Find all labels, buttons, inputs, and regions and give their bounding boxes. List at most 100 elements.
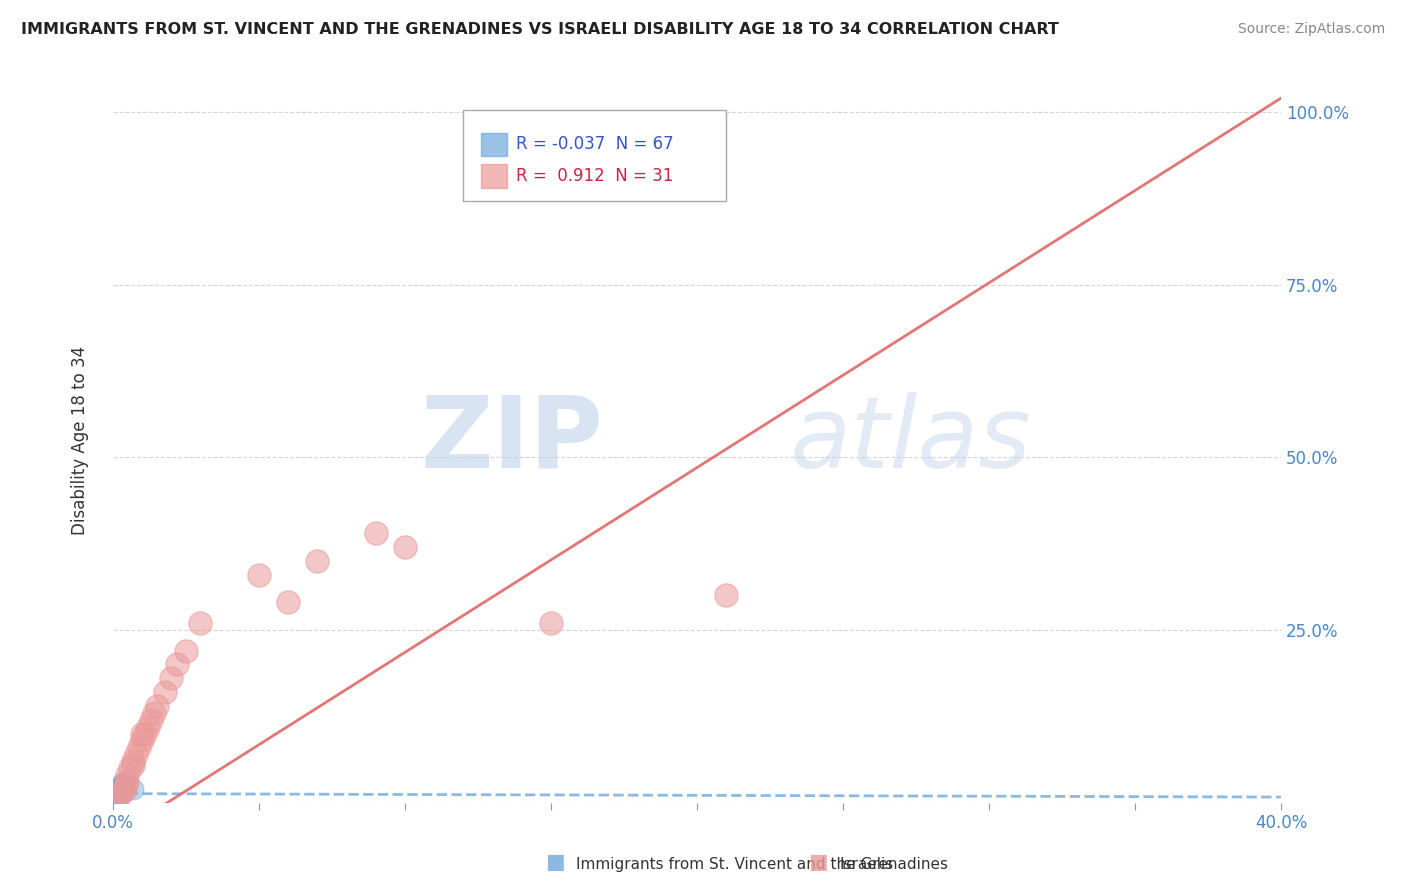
Point bbox=[110, 778, 132, 792]
Point bbox=[540, 615, 562, 630]
Point bbox=[110, 776, 132, 790]
Point bbox=[110, 778, 132, 792]
Point bbox=[107, 786, 129, 800]
Bar bbox=[481, 133, 506, 156]
Point bbox=[117, 775, 139, 789]
Point bbox=[128, 740, 150, 755]
Point bbox=[107, 785, 129, 799]
Text: IMMIGRANTS FROM ST. VINCENT AND THE GRENADINES VS ISRAELI DISABILITY AGE 18 TO 3: IMMIGRANTS FROM ST. VINCENT AND THE GREN… bbox=[21, 22, 1059, 37]
Text: Israelis: Israelis bbox=[839, 857, 894, 872]
Point bbox=[104, 790, 127, 805]
Y-axis label: Disability Age 18 to 34: Disability Age 18 to 34 bbox=[72, 345, 89, 534]
Point bbox=[104, 789, 127, 804]
Point bbox=[122, 754, 145, 768]
Point bbox=[107, 785, 129, 799]
Point bbox=[110, 780, 132, 795]
Point bbox=[107, 782, 129, 797]
Point bbox=[174, 643, 197, 657]
Point bbox=[104, 789, 127, 803]
Point bbox=[107, 787, 129, 801]
Point bbox=[107, 784, 129, 798]
Point bbox=[107, 783, 129, 797]
Point bbox=[104, 787, 127, 801]
Point bbox=[110, 780, 132, 795]
Bar bbox=[481, 164, 506, 187]
Point bbox=[714, 588, 737, 602]
Point bbox=[104, 790, 127, 805]
FancyBboxPatch shape bbox=[464, 110, 725, 201]
Point bbox=[117, 768, 139, 782]
Point bbox=[107, 783, 129, 797]
Point bbox=[104, 788, 127, 802]
Point bbox=[104, 790, 127, 805]
Point bbox=[364, 526, 387, 541]
Point bbox=[107, 782, 129, 797]
Point bbox=[104, 788, 127, 802]
Point bbox=[107, 784, 129, 798]
Point bbox=[104, 789, 127, 803]
Point bbox=[134, 726, 156, 740]
Point bbox=[104, 792, 127, 806]
Text: Source: ZipAtlas.com: Source: ZipAtlas.com bbox=[1237, 22, 1385, 37]
Point bbox=[104, 789, 127, 803]
Point bbox=[122, 781, 145, 796]
Point bbox=[107, 784, 129, 798]
Text: R =  0.912  N = 31: R = 0.912 N = 31 bbox=[516, 167, 673, 185]
Point bbox=[110, 779, 132, 793]
Point bbox=[104, 789, 127, 803]
Text: ■: ■ bbox=[546, 853, 565, 872]
Text: Immigrants from St. Vincent and the Grenadines: Immigrants from St. Vincent and the Gren… bbox=[576, 857, 949, 872]
Point bbox=[277, 595, 299, 609]
Point bbox=[145, 698, 167, 713]
Point bbox=[107, 784, 129, 798]
Point bbox=[110, 781, 132, 796]
Point bbox=[104, 790, 127, 805]
Point bbox=[110, 778, 132, 792]
Point bbox=[104, 789, 127, 804]
Point bbox=[107, 784, 129, 798]
Point bbox=[104, 788, 127, 802]
Point bbox=[107, 787, 129, 801]
Point bbox=[107, 786, 129, 800]
Point bbox=[104, 790, 127, 805]
Point bbox=[160, 671, 183, 685]
Point bbox=[110, 780, 132, 794]
Point bbox=[107, 786, 129, 800]
Point bbox=[107, 784, 129, 798]
Point bbox=[107, 786, 129, 800]
Point bbox=[131, 733, 153, 747]
Point bbox=[104, 790, 127, 805]
Point bbox=[155, 685, 177, 699]
Point bbox=[104, 789, 127, 804]
Point bbox=[131, 726, 153, 740]
Point bbox=[104, 790, 127, 805]
Point bbox=[107, 789, 129, 803]
Point bbox=[247, 567, 270, 582]
Text: ZIP: ZIP bbox=[420, 392, 603, 489]
Point bbox=[110, 781, 132, 796]
Point bbox=[190, 615, 212, 630]
Point bbox=[104, 789, 127, 804]
Point bbox=[114, 778, 136, 792]
Point bbox=[107, 785, 129, 799]
Point bbox=[104, 787, 127, 801]
Point bbox=[104, 788, 127, 802]
Point bbox=[107, 785, 129, 799]
Point bbox=[104, 790, 127, 805]
Point bbox=[104, 787, 127, 801]
Point bbox=[122, 757, 145, 772]
Point bbox=[166, 657, 188, 672]
Point bbox=[104, 789, 127, 804]
Text: ■: ■ bbox=[808, 853, 828, 872]
Point bbox=[107, 783, 129, 797]
Point bbox=[110, 785, 132, 799]
Point bbox=[120, 761, 142, 775]
Point bbox=[107, 787, 129, 801]
Text: atlas: atlas bbox=[790, 392, 1032, 489]
Point bbox=[125, 747, 148, 762]
Text: R = -0.037  N = 67: R = -0.037 N = 67 bbox=[516, 136, 673, 153]
Point bbox=[104, 790, 127, 805]
Point bbox=[104, 789, 127, 803]
Point bbox=[110, 781, 132, 796]
Point bbox=[110, 780, 132, 795]
